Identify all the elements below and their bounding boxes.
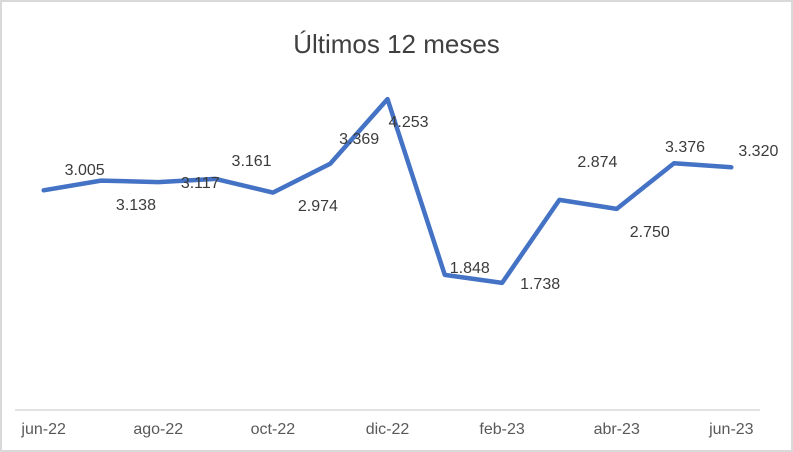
data-label: 3.376 (665, 139, 706, 157)
x-axis-tick-label: abr-23 (593, 421, 640, 438)
data-label: 3.005 (64, 162, 105, 180)
data-label: 3.369 (339, 130, 380, 148)
data-series-line (41, 96, 734, 286)
data-label: 2.974 (297, 197, 338, 215)
data-label: 3.117 (180, 175, 220, 193)
chart-title: Últimos 12 meses (293, 29, 500, 59)
x-axis-tick-label: jun-22 (21, 421, 66, 438)
data-label: 3.138 (115, 196, 156, 214)
x-axis-tick-label: dic-22 (365, 421, 410, 438)
data-label: 1.738 (520, 275, 561, 293)
x-axis-tick-label: jun-23 (709, 421, 754, 438)
x-axis-tick-label: ago-22 (133, 421, 184, 438)
data-label: 1.848 (449, 259, 490, 277)
data-label: 3.161 (231, 152, 272, 170)
data-label: 4.253 (388, 114, 429, 132)
data-label: 3.320 (738, 143, 779, 161)
x-axis-tick-label: oct-22 (250, 421, 296, 438)
x-axis-tick-label: feb-23 (479, 421, 525, 438)
data-label: 2.874 (577, 153, 618, 171)
data-label: 2.750 (629, 223, 670, 241)
